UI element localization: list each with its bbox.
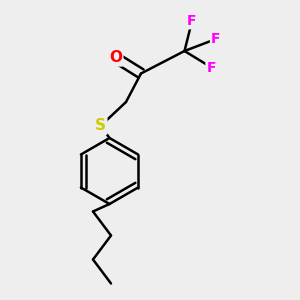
Text: O: O: [109, 50, 122, 65]
Text: F: F: [207, 61, 216, 74]
Text: F: F: [187, 14, 197, 28]
Text: F: F: [211, 32, 221, 46]
Text: S: S: [95, 118, 106, 134]
